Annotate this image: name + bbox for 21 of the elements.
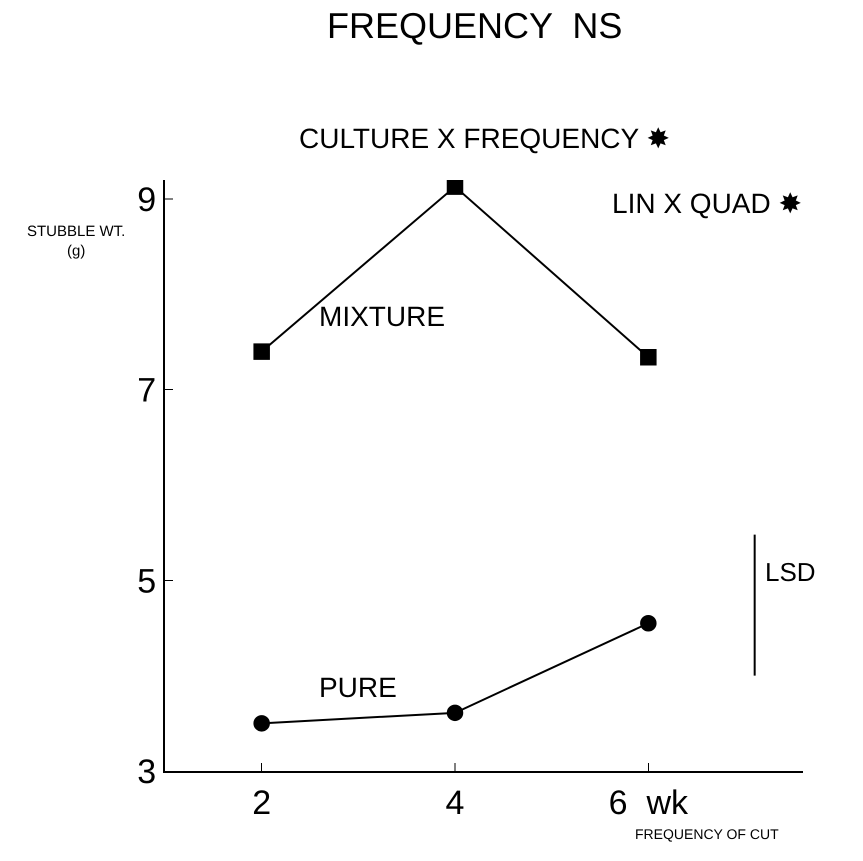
y-tick-label: 7 [137, 372, 156, 410]
point [253, 715, 270, 732]
series-label: PURE [319, 672, 397, 703]
series-label: LSD [765, 557, 816, 587]
y-tick-label: 5 [137, 562, 156, 600]
annotation: LIN X QUAD ✸ [612, 188, 802, 219]
x-axis-title: FREQUENCY OF CUT [635, 826, 780, 842]
x-tick-label: 6 wk [608, 784, 690, 822]
y-tick-label: 9 [137, 180, 156, 219]
point [446, 180, 464, 195]
point [640, 349, 657, 366]
chart-title: FREQUENCY NS [326, 5, 622, 46]
series-label: MIXTURE [319, 301, 445, 332]
text: CULTURE X FREQUENCY ✸ [299, 123, 670, 154]
y-axis-title: STUBBLE WT. (g) [27, 223, 126, 260]
point [640, 615, 657, 632]
x-tick-label: 2 [252, 784, 272, 822]
point [446, 704, 464, 722]
y-tick-label: 3 [137, 752, 156, 791]
x-tick-label: 4 [446, 784, 464, 822]
point [253, 343, 270, 360]
